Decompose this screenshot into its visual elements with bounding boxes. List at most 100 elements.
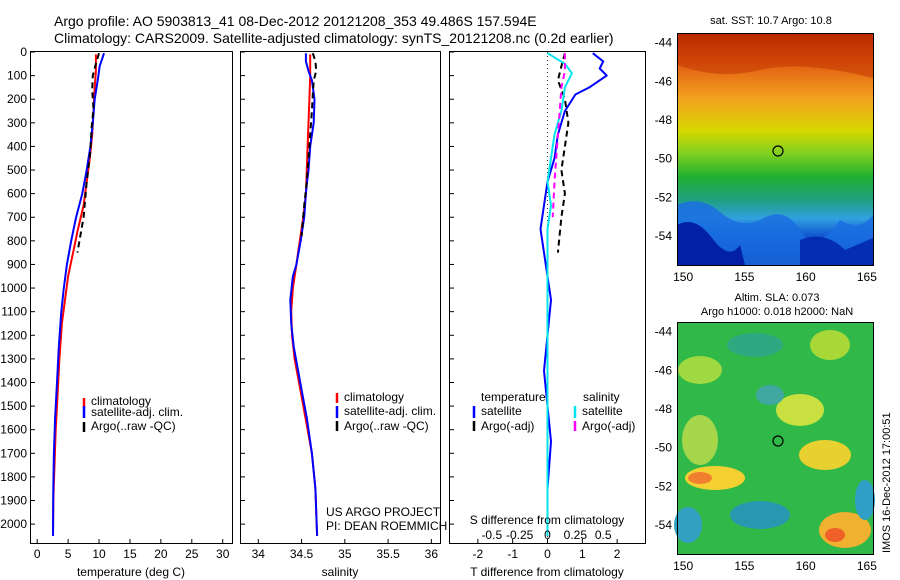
legend-s-argo: Argo(-adj) xyxy=(582,419,635,433)
lon-label: 160 xyxy=(796,270,816,284)
difference-legend: temperature satellite Argo(-adj) salinit… xyxy=(472,390,635,433)
xtick-label: 1 xyxy=(579,547,586,561)
legend-s-satellite: satellite xyxy=(582,404,623,418)
depth-label: 700 xyxy=(7,210,27,224)
sst-lat-labels: -44 -46 -48 -50 -52 -54 xyxy=(655,36,673,243)
depth-label: 1800 xyxy=(0,470,27,484)
depth-label: 1700 xyxy=(0,446,27,460)
depth-label: 1500 xyxy=(0,399,27,413)
pi-label: PI: DEAN ROEMMICH xyxy=(326,519,447,533)
xtick-label: 5 xyxy=(65,547,72,561)
sla-lat-labels: -44 -46 -48 -50 -52 -54 xyxy=(655,325,673,532)
temperature-panel xyxy=(30,51,233,544)
series-line-satellite-adj-clim- xyxy=(52,52,105,536)
timestamp-label: IMOS 16-Dec-2012 17:00:51 xyxy=(881,412,893,553)
legend-climatology: climatology xyxy=(91,394,151,408)
xtick-label: 35 xyxy=(338,547,352,561)
temperature-legend: climatology satellite-adj. clim. Argo(..… xyxy=(82,394,183,433)
legend-satellite: satellite-adj. clim. xyxy=(91,405,183,419)
salinity-xlabel: salinity xyxy=(322,565,359,579)
project-label: US ARGO PROJECT xyxy=(326,505,441,519)
s-difference-label: S difference from climatology xyxy=(470,513,625,527)
salinity-panel xyxy=(240,51,441,544)
temperature-plot xyxy=(31,51,224,543)
header-line2: Climatology: CARS2009. Satellite-adjuste… xyxy=(54,30,614,46)
lat-label: -48 xyxy=(655,113,673,127)
depth-label: 1100 xyxy=(1,305,27,319)
lat-label: -48 xyxy=(655,402,673,416)
depth-label: 500 xyxy=(7,163,27,177)
series-line-argo-raw-qc- xyxy=(76,52,100,253)
legend-t-satellite: satellite xyxy=(481,404,522,418)
lat-label: -46 xyxy=(655,74,673,88)
legend-climatology: climatology xyxy=(344,390,404,404)
lon-label: 155 xyxy=(734,270,754,284)
sla-argo-marker xyxy=(772,435,784,447)
salinity-plot xyxy=(241,51,432,543)
xtick-label: -1 xyxy=(507,547,518,561)
depth-label: 900 xyxy=(7,257,27,271)
xtick-label: 0 xyxy=(544,547,551,561)
depth-label: 2000 xyxy=(0,517,27,531)
depth-label: 1900 xyxy=(0,494,27,508)
sla-subtitle: Argo h1000: 0.018 h2000: NaN xyxy=(701,306,853,318)
xtick-label: 25 xyxy=(185,547,199,561)
depth-label: 1000 xyxy=(0,281,27,295)
legend-salinity: salinity xyxy=(583,390,620,404)
depth-label: 400 xyxy=(7,139,27,153)
depth-label: 1300 xyxy=(0,352,27,366)
legend-t-argo: Argo(-adj) xyxy=(481,419,534,433)
sla-title: Altim. SLA: 0.073 xyxy=(735,292,820,304)
lon-label: 160 xyxy=(796,559,816,573)
series-line-argo-raw-qc- xyxy=(300,52,318,237)
sla-map xyxy=(674,322,875,555)
lon-label: 150 xyxy=(673,270,693,284)
depth-tick-labels: 0 100 200 300 400 500 600 700 800 900 1000 1100 1200… xyxy=(0,45,27,531)
legend-satellite: satellite-adj. clim. xyxy=(344,404,436,418)
legend-argo: Argo(..raw -QC) xyxy=(344,419,429,433)
xtick-label: -2 xyxy=(473,547,484,561)
difference-panel xyxy=(449,51,646,544)
lon-label: 165 xyxy=(857,559,877,573)
depth-label: 300 xyxy=(7,116,27,130)
xtick-label: 10 xyxy=(92,547,106,561)
s-tick-label: -0.5 xyxy=(481,528,502,542)
sst-argo-marker xyxy=(772,145,784,157)
xtick-label: 15 xyxy=(123,547,137,561)
lat-label: -50 xyxy=(655,152,673,166)
salinity-difference-tick-labels: -0.5 -0.25 0 0.25 0.5 xyxy=(481,528,611,542)
lon-label: 155 xyxy=(734,559,754,573)
depth-label: 100 xyxy=(7,69,27,83)
lat-label: -44 xyxy=(655,325,673,339)
depth-label: 200 xyxy=(7,92,27,106)
sst-title: sat. SST: 10.7 Argo: 10.8 xyxy=(710,15,832,27)
difference-xtick-labels: -2 -1 0 1 2 xyxy=(473,547,621,561)
depth-label: 800 xyxy=(7,234,27,248)
lat-label: -54 xyxy=(655,229,673,243)
depth-label: 1400 xyxy=(0,375,27,389)
s-tick-label: 0.5 xyxy=(595,528,612,542)
series-line-temperature-argo-adj- xyxy=(556,52,570,253)
lat-label: -46 xyxy=(655,363,673,377)
xtick-label: 34.5 xyxy=(290,547,314,561)
s-tick-label: -0.25 xyxy=(506,528,534,542)
lat-label: -54 xyxy=(655,518,673,532)
temperature-xlabel: temperature (deg C) xyxy=(77,565,185,579)
salinity-xtick-labels: 34 34.5 35 35.5 36 xyxy=(252,547,439,561)
depth-label: 1200 xyxy=(0,328,27,342)
s-tick-label: 0 xyxy=(544,528,551,542)
lat-label: -44 xyxy=(655,36,673,50)
series-line-salinity-argo-adj- xyxy=(551,53,566,218)
depth-label: 1600 xyxy=(0,423,27,437)
series-line-satellite-adj-clim- xyxy=(289,53,319,536)
xtick-label: 36 xyxy=(425,547,439,561)
series-line-salinity-satellite xyxy=(546,52,573,536)
legend-argo: Argo(..raw -QC) xyxy=(91,419,176,433)
lat-label: -50 xyxy=(655,441,673,455)
header-line1: Argo profile: AO 5903813_41 08-Dec-2012 … xyxy=(54,13,537,29)
xtick-label: 20 xyxy=(154,547,168,561)
series-line-temperature-satellite xyxy=(539,52,608,536)
lon-label: 150 xyxy=(673,559,693,573)
lat-label: -52 xyxy=(655,190,673,204)
sst-map xyxy=(677,33,874,266)
